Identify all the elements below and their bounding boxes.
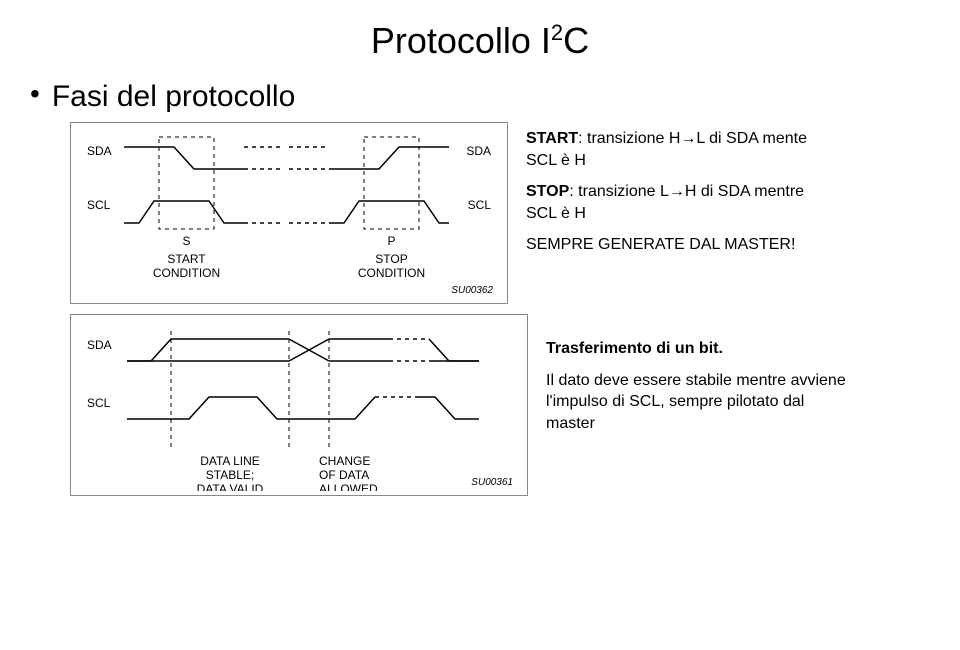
svg-text:P: P: [387, 234, 395, 248]
svg-text:SDA: SDA: [87, 338, 112, 352]
bullet-dot: •: [30, 80, 40, 108]
svg-text:CONDITION: CONDITION: [153, 266, 220, 280]
svg-text:CONDITION: CONDITION: [358, 266, 425, 280]
svg-text:START: START: [167, 252, 206, 266]
svg-text:OF DATA: OF DATA: [319, 468, 369, 482]
diagram-2: SDA SCL DATA LINESTABLE;DATA VALID CHANGEOF…: [79, 321, 519, 491]
bullet-text: Fasi del protocollo: [52, 80, 295, 114]
svg-text:SU00361: SU00361: [471, 477, 513, 488]
diagram-2-box: SDA SCL DATA LINESTABLE;DATA VALID CHANGEOF…: [70, 314, 528, 496]
side-text-2: Trasferimento di un bit. Il dato deve es…: [546, 338, 846, 444]
row-2: SDA SCL DATA LINESTABLE;DATA VALID CHANGEOF…: [70, 314, 930, 496]
side-text-1: START: transizione H→L di SDA mente SCL …: [526, 128, 826, 266]
svg-text:DATA LINE: DATA LINE: [200, 454, 260, 468]
svg-text:STOP: STOP: [375, 252, 407, 266]
bullet-row: • Fasi del protocollo: [30, 80, 930, 114]
page-title: Protocollo I2C: [30, 20, 930, 62]
title-pre: Protocollo I: [371, 20, 551, 61]
sempre-text: SEMPRE GENERATE DAL MASTER!: [526, 234, 826, 256]
trasf-rest: Il dato deve essere stabile mentre avvie…: [546, 370, 846, 435]
row-1: SDASCLSDASCLSPSTARTCONDITIONSTOPCONDITIO…: [70, 122, 930, 304]
diagram-1-box: SDASCLSDASCLSPSTARTCONDITIONSTOPCONDITIO…: [70, 122, 508, 304]
svg-text:ALLOWED: ALLOWED: [319, 482, 378, 491]
svg-text:SCL: SCL: [87, 396, 111, 410]
svg-text:SDA: SDA: [87, 144, 112, 158]
title-sup: 2: [551, 20, 563, 45]
svg-text:SCL: SCL: [87, 198, 111, 212]
svg-text:SDA: SDA: [466, 144, 491, 158]
svg-text:DATA VALID: DATA VALID: [197, 482, 264, 491]
stop-bold: STOP: [526, 183, 569, 200]
diagram-1: SDASCLSDASCLSPSTARTCONDITIONSTOPCONDITIO…: [79, 129, 499, 299]
svg-text:CHANGE: CHANGE: [319, 454, 370, 468]
trasf-bold: Trasferimento di un bit.: [546, 340, 723, 357]
svg-text:STABLE;: STABLE;: [206, 468, 254, 482]
start-bold: START: [526, 130, 578, 147]
svg-text:SU00362: SU00362: [451, 285, 493, 296]
title-post: C: [563, 20, 589, 61]
svg-text:S: S: [182, 234, 190, 248]
svg-text:SCL: SCL: [468, 198, 492, 212]
